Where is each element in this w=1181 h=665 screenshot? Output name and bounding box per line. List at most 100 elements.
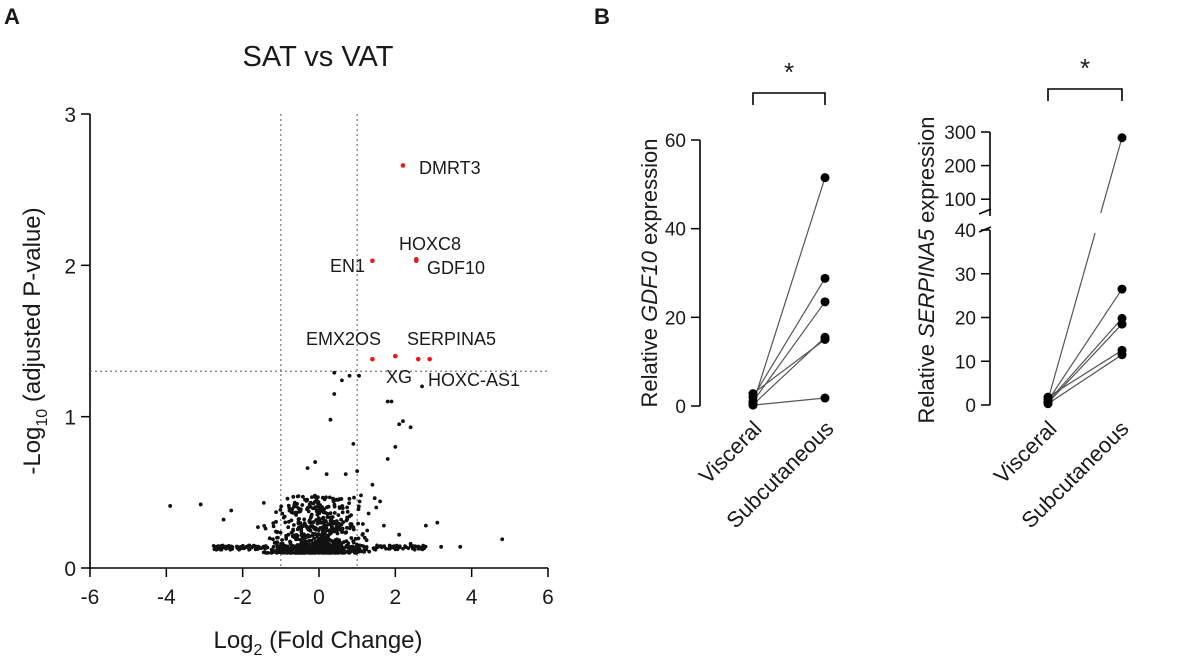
gene-point <box>408 541 413 546</box>
panel-b-letter: B <box>594 4 610 29</box>
gene-point <box>332 370 337 375</box>
gene-label-serpina5: SERPINA5 <box>407 329 496 349</box>
significant-gene-point-dmrt3 <box>400 163 406 168</box>
serpina5-y-tick-label-100: 100 <box>944 190 976 211</box>
gene-point <box>351 525 356 530</box>
y-tick-label-2: 2 <box>64 255 76 278</box>
gene-point <box>374 505 379 510</box>
serpina5-visceral-point-6 <box>1043 399 1053 409</box>
gene-point <box>381 523 386 528</box>
gene-point <box>343 472 348 477</box>
serpina5-y-tick-label-30: 30 <box>955 265 976 286</box>
axis-break-mark-upper <box>978 208 992 215</box>
gene-point <box>408 425 413 430</box>
gdf10-subcutaneous-point-6 <box>820 393 830 403</box>
gene-point <box>357 373 361 378</box>
x-tick-label-6: 6 <box>542 586 554 609</box>
nonsignificant-point-cloud <box>211 493 428 555</box>
gdf10-significance-bracket <box>752 92 826 105</box>
x-tick-label-2: 2 <box>389 586 401 609</box>
gdf10-y-tick-label-20: 20 <box>665 308 686 329</box>
gene-point <box>378 499 382 504</box>
gdf10-pair-line-3 <box>752 301 826 402</box>
x-tick-label-0: 0 <box>313 586 325 609</box>
gdf10-significance-star: * <box>784 57 794 87</box>
serpina5-y-tick-label-20: 20 <box>955 309 976 330</box>
volcano-title: SAT vs VAT <box>243 41 394 73</box>
gene-point <box>423 523 428 528</box>
gene-point <box>439 544 444 549</box>
gene-point <box>336 498 340 502</box>
gdf10-pair-line-1 <box>752 177 826 404</box>
gdf10-y-label: Relative GDF10 expression <box>637 138 662 407</box>
gene-point <box>256 525 260 530</box>
gene-label-hoxc-as1: HOXC-AS1 <box>428 370 520 390</box>
significant-gene-point-hoxc-as1 <box>427 356 432 362</box>
serpina5-category-visceral: Visceral <box>989 416 1062 489</box>
gene-point <box>359 493 363 498</box>
x-tick-label-4: 4 <box>466 586 478 609</box>
gdf10-y-tick-label-40: 40 <box>665 220 686 241</box>
gdf10-subcutaneous-point-2 <box>820 273 830 283</box>
serpina5-significance-star: * <box>1080 53 1090 83</box>
gene-label-emx2os: EMX2OS <box>306 329 381 349</box>
serpina5-y-tick-label-200: 200 <box>944 157 976 178</box>
serpina5-pair-line-2 <box>1047 288 1123 401</box>
gdf10-subcutaneous-point-3 <box>820 297 830 307</box>
significant-gene-point-xg <box>415 356 421 362</box>
x-tick-label--6: -6 <box>81 586 100 609</box>
gene-point <box>328 417 333 422</box>
serpina5-y-label: Relative SERPINA5 expression <box>914 117 939 424</box>
gene-point <box>500 537 505 542</box>
gene-label-hoxc8: HOXC8 <box>399 234 461 254</box>
gene-point <box>351 442 356 446</box>
gene-point <box>385 457 390 461</box>
gene-point <box>168 504 173 508</box>
gene-point <box>385 399 390 404</box>
gdf10-subcutaneous-point-5 <box>820 335 830 344</box>
gene-point <box>397 422 402 427</box>
gene-point <box>313 460 318 464</box>
gene-point <box>317 546 321 551</box>
gdf10-pair-line-2 <box>752 278 826 398</box>
gdf10-visceral-point-5 <box>748 389 758 399</box>
gene-point <box>301 523 306 528</box>
x-tick-label--4: -4 <box>157 586 176 609</box>
gene-point <box>305 466 310 471</box>
x-tick-label--2: -2 <box>233 586 252 609</box>
gene-point <box>320 520 325 525</box>
gdf10-y-tick-label-0: 0 <box>675 397 686 418</box>
gene-point <box>244 544 249 549</box>
gene-label-en1: EN1 <box>330 256 365 276</box>
gene-label-dmrt3: DMRT3 <box>419 158 481 178</box>
serpina5-pair-line-3 <box>1047 317 1123 402</box>
serpina5-subcutaneous-point-4 <box>1117 319 1127 329</box>
volcano-plot: SAT vs VAT -6 -4 -2 0 2 4 6 0 1 2 3 DMRT3 HOXC8 EN… <box>19 41 554 659</box>
gene-point <box>458 544 463 549</box>
significant-gene-point-en1 <box>370 258 375 264</box>
significant-gene-point-serpina5 <box>393 353 398 359</box>
gene-label-xg: XG <box>386 367 412 387</box>
serpina5-significance-bracket <box>1047 88 1123 101</box>
serpina5-pair-line-4 <box>1047 323 1123 404</box>
gdf10-y-tick-label-60: 60 <box>665 131 686 152</box>
gdf10-visceral-point-6 <box>748 400 758 410</box>
y-tick-label-3: 3 <box>64 104 76 127</box>
gene-point <box>366 511 371 516</box>
gene-point <box>324 544 329 549</box>
gene-point <box>298 549 302 554</box>
serpina5-subcutaneous-point-6 <box>1117 350 1127 360</box>
gene-point <box>362 535 367 540</box>
gene-point <box>355 469 360 474</box>
gene-point <box>401 419 405 424</box>
panel-a-letter: A <box>4 4 20 29</box>
volcano-x-label: Log2 (Fold Change) <box>213 627 422 659</box>
gene-point <box>435 520 440 525</box>
gene-point <box>229 508 234 513</box>
gene-point <box>282 514 287 519</box>
serpina5-pair-line-5 <box>1047 349 1123 398</box>
gdf10-subcutaneous-point-1 <box>820 173 830 183</box>
gdf10-category-visceral: Visceral <box>694 416 767 489</box>
gene-point <box>309 538 314 543</box>
